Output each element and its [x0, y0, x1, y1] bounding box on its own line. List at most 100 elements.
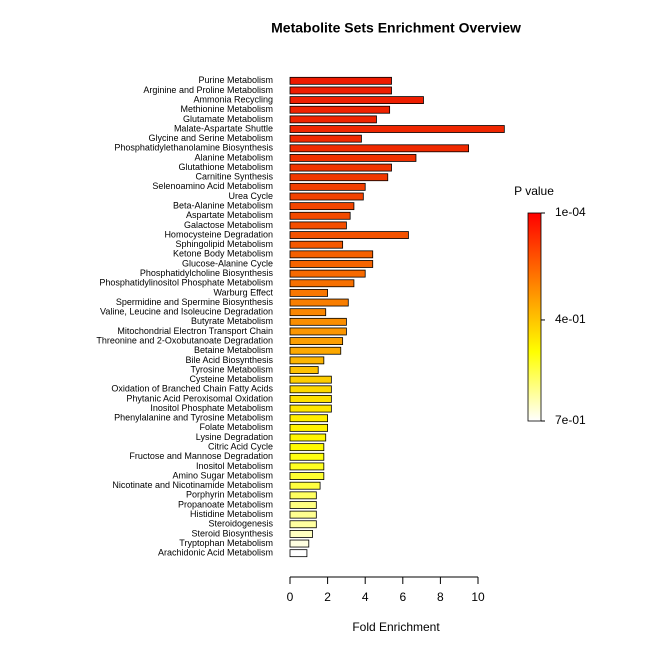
y-tick-label: Histidine Metabolism	[190, 509, 273, 519]
bar	[289, 76, 392, 85]
bar	[289, 260, 374, 268]
bar	[289, 462, 325, 471]
bar	[289, 211, 351, 220]
colorbar-tick-label: 1e-04	[555, 205, 586, 219]
bar	[289, 356, 325, 365]
y-tick-label: Nicotinate and Nicotinamide Metabolism	[112, 480, 273, 490]
x-tick-label: 2	[324, 590, 331, 604]
y-tick-label: Bile Acid Biosynthesis	[185, 355, 273, 365]
y-tick-label: Lysine Degradation	[196, 432, 273, 442]
bar	[289, 404, 332, 413]
bar	[289, 105, 391, 114]
y-tick-label: Beta-Alanine Metabolism	[173, 201, 273, 211]
bar	[289, 288, 328, 297]
bar	[289, 163, 392, 172]
bar	[289, 395, 332, 403]
bar	[289, 96, 424, 104]
colorbar-tick-label: 4e-01	[555, 312, 586, 326]
bar	[289, 144, 470, 153]
y-tick-label: Inositol Metabolism	[196, 461, 273, 471]
x-tick-label: 10	[471, 590, 485, 604]
y-tick-label: Malate-Aspartate Shuttle	[174, 123, 273, 133]
y-tick-label: Phosphatidylethanolamine Biosynthesis	[114, 143, 273, 153]
bar	[289, 125, 505, 133]
colorbar-tick-label: 7e-01	[555, 413, 586, 427]
y-tick-label: Butyrate Metabolism	[191, 316, 273, 326]
y-tick-label: Propanoate Metabolism	[178, 499, 273, 509]
y-tick-label: Steroid Biosynthesis	[191, 528, 273, 538]
y-tick-label: Phytanic Acid Peroxisomal Oxidation	[126, 393, 273, 403]
bar	[289, 530, 313, 538]
bar	[289, 134, 362, 143]
bar	[289, 346, 342, 355]
y-tick-label: Spermidine and Spermine Biosynthesis	[116, 297, 274, 307]
bar	[289, 366, 319, 374]
y-tick-label: Folate Metabolism	[199, 422, 273, 432]
colorbar	[527, 212, 542, 422]
bar	[289, 452, 325, 461]
y-tick-label: Glutamate Metabolism	[183, 114, 273, 124]
legend-title: P value	[514, 184, 554, 198]
y-tick-label: Tyrosine Metabolism	[190, 364, 273, 374]
bar	[289, 501, 317, 509]
y-tick-label: Oxidation of Branched Chain Fatty Acids	[111, 384, 273, 394]
y-tick-label: Fructose and Mannose Degradation	[129, 451, 273, 461]
y-tick-label: Warburg Effect	[213, 287, 273, 297]
y-tick-label: Glycine and Serine Metabolism	[148, 133, 273, 143]
bar	[289, 539, 310, 548]
bar	[289, 173, 389, 182]
bar	[289, 221, 347, 230]
bar	[289, 86, 392, 95]
bar	[289, 182, 366, 191]
y-tick-label: Purine Metabolism	[198, 75, 273, 85]
bar	[289, 385, 332, 394]
x-tick-label: 8	[437, 590, 444, 604]
y-tick-label: Valine, Leucine and Isoleucine Degradati…	[100, 307, 273, 317]
y-tick-label: Selenoamino Acid Metabolism	[152, 181, 273, 191]
bar	[289, 337, 344, 346]
bar	[289, 308, 327, 317]
bar	[289, 317, 347, 326]
y-tick-label: Homocysteine Degradation	[164, 229, 273, 239]
bar	[289, 423, 328, 432]
y-tick-label: Phenylalanine and Tyrosine Metabolism	[114, 413, 273, 423]
y-tick-label: Alanine Metabolism	[194, 152, 273, 162]
y-tick-label: Glutathione Metabolism	[178, 162, 273, 172]
bar	[289, 510, 317, 519]
bar	[289, 269, 366, 278]
bar	[289, 298, 349, 307]
x-tick-label: 4	[362, 590, 369, 604]
bar	[289, 443, 325, 452]
bar	[289, 491, 317, 500]
bar	[289, 481, 321, 490]
bar	[289, 240, 344, 249]
x-axis-label: Fold Enrichment	[352, 620, 440, 634]
y-tick-label: Arachidonic Acid Metabolism	[158, 548, 273, 558]
bar	[289, 154, 417, 162]
y-tick-label: Phosphatidylcholine Biosynthesis	[140, 268, 274, 278]
y-tick-label: Porphyrin Metabolism	[186, 490, 273, 500]
bar	[289, 202, 355, 211]
y-tick-label: Aspartate Metabolism	[186, 210, 273, 220]
y-tick-label: Methionine Metabolism	[180, 104, 273, 114]
x-tick-label: 6	[399, 590, 406, 604]
y-tick-label: Urea Cycle	[228, 191, 273, 201]
y-tick-label: Cysteine Metabolism	[189, 374, 273, 384]
y-tick-label: Galactose Metabolism	[184, 220, 273, 230]
bar	[289, 414, 328, 423]
x-tick-label: 0	[287, 590, 294, 604]
y-tick-label: Steroidogenesis	[208, 519, 273, 529]
chart-title: Metabolite Sets Enrichment Overview	[271, 20, 521, 36]
bar	[289, 549, 308, 558]
y-tick-label: Amino Sugar Metabolism	[172, 470, 273, 480]
y-tick-label: Phosphatidylinositol Phosphate Metabolis…	[99, 278, 273, 288]
y-tick-label: Mitochondrial Electron Transport Chain	[117, 326, 273, 336]
bar	[289, 520, 317, 529]
bar	[289, 472, 325, 480]
y-tick-label: Citric Acid Cycle	[208, 442, 273, 452]
y-tick-label: Threonine and 2-Oxobutanoate Degradation	[96, 335, 273, 345]
y-tick-label: Ketone Body Metabolism	[173, 249, 273, 259]
y-tick-label: Sphingolipid Metabolism	[175, 239, 273, 249]
